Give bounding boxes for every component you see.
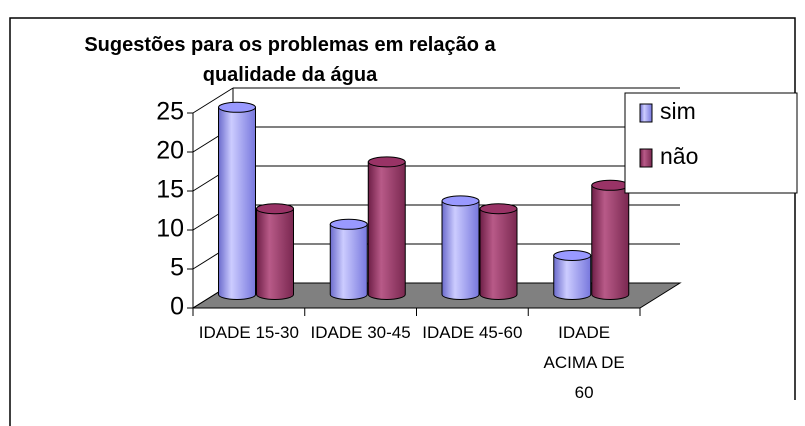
chart-title: Sugestões para os problemas em relação a…	[84, 34, 496, 86]
bar-top	[218, 101, 256, 113]
bar-top	[367, 156, 406, 168]
bar-body	[367, 161, 406, 300]
y-tick-label: 20	[156, 137, 184, 165]
bar-body	[553, 255, 592, 300]
x-tick-label: IDADE 15-30	[198, 323, 299, 342]
x-tick-label: IDADE 45-60	[422, 323, 523, 342]
bar-body	[591, 184, 630, 300]
bar	[591, 179, 630, 300]
bar-body	[479, 208, 518, 300]
bar-top	[479, 203, 518, 215]
bar	[218, 101, 256, 300]
x-tick-label: IDADE 30-45	[310, 323, 411, 342]
bar-body	[218, 106, 256, 300]
bar-top	[256, 203, 294, 215]
bar	[441, 195, 480, 300]
bar-top	[591, 179, 630, 191]
y-tick-label: 5	[170, 254, 184, 282]
bar-top	[553, 250, 592, 261]
legend-label: sim	[660, 98, 696, 124]
y-tick-label: 10	[156, 215, 184, 243]
y-tick-label: 25	[156, 98, 184, 126]
bar-body	[441, 200, 480, 300]
bar-body	[256, 208, 294, 300]
grid-line	[192, 87, 234, 114]
bar	[479, 203, 518, 300]
legend-swatch	[639, 103, 653, 123]
bar	[553, 250, 592, 300]
bar-top	[329, 218, 368, 230]
y-tick-label: 0	[170, 293, 184, 321]
legend-label: não	[660, 143, 698, 169]
legend-swatch	[639, 148, 653, 168]
bar	[256, 203, 294, 300]
y-tick-label: 15	[156, 176, 184, 204]
bar	[367, 156, 406, 300]
x-tick-label: IDADE ACIMA DE 60	[543, 323, 625, 402]
bar-top	[441, 195, 480, 207]
legend-box	[624, 92, 798, 194]
frame	[9, 17, 796, 426]
bar-body	[329, 223, 368, 300]
bar	[329, 218, 368, 300]
